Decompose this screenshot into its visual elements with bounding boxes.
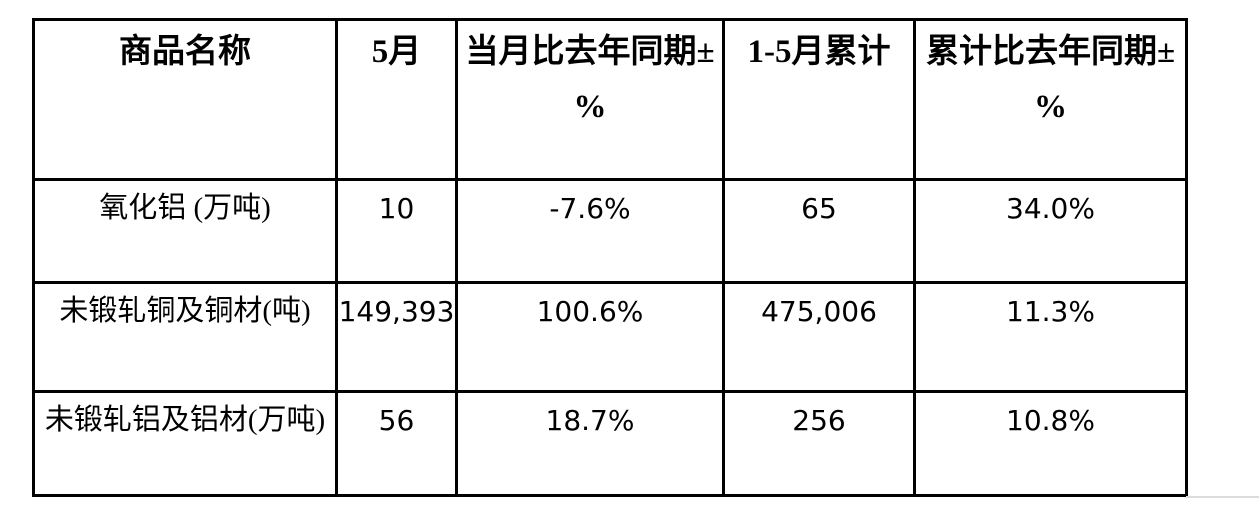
table-header-row: 商品名称 5月 当月比去年同期±% 1-5月累计 累计比去年同期±% — [32, 18, 1188, 181]
cumulative-value-cell: 475,006 — [722, 281, 916, 393]
table-row: 未锻轧铜及铜材(吨) 149,393 100.6% 475,006 11.3% — [32, 281, 1188, 393]
header-text-line2: % — [573, 89, 607, 125]
header-text: 1-5月累计 — [747, 34, 891, 70]
month-yoy-cell: -7.6% — [455, 178, 725, 284]
header-jan-may-cumulative: 1-5月累计 — [722, 18, 916, 181]
may-value-cell: 10 — [335, 178, 458, 284]
header-text: 当月比去年同期± — [465, 34, 715, 70]
commodity-name-cell: 未锻轧铜及铜材(吨) — [32, 281, 338, 393]
cumulative-value-cell: 256 — [722, 390, 916, 497]
page-edge-line — [1186, 496, 1259, 498]
header-month-yoy-pct: 当月比去年同期±% — [455, 18, 725, 181]
header-text-line2: % — [1034, 89, 1067, 125]
commodity-stats-table: 商品名称 5月 当月比去年同期±% 1-5月累计 累计比去年同期±% 氧化铝 (… — [32, 18, 1188, 497]
commodity-name-cell: 氧化铝 (万吨) — [32, 178, 338, 284]
header-text: 商品名称 — [119, 34, 251, 70]
cumulative-value-cell: 65 — [722, 178, 916, 284]
month-yoy-cell: 18.7% — [455, 390, 725, 497]
cumulative-yoy-cell: 10.8% — [913, 390, 1188, 497]
may-value-cell: 149,393 — [335, 281, 458, 393]
may-value-cell: 56 — [335, 390, 458, 497]
table-row: 氧化铝 (万吨) 10 -7.6% 65 34.0% — [32, 178, 1188, 284]
commodity-name-cell: 未锻轧铝及铝材(万吨) — [32, 390, 338, 497]
header-cumulative-yoy-pct: 累计比去年同期±% — [913, 18, 1188, 181]
table-row: 未锻轧铝及铝材(万吨) 56 18.7% 256 10.8% — [32, 390, 1188, 497]
cumulative-yoy-cell: 11.3% — [913, 281, 1188, 393]
header-text: 累计比去年同期± — [925, 34, 1176, 70]
header-commodity-name: 商品名称 — [32, 18, 338, 181]
cumulative-yoy-cell: 34.0% — [913, 178, 1188, 284]
month-yoy-cell: 100.6% — [455, 281, 725, 393]
header-text: 5月 — [371, 34, 422, 70]
header-may: 5月 — [335, 18, 458, 181]
